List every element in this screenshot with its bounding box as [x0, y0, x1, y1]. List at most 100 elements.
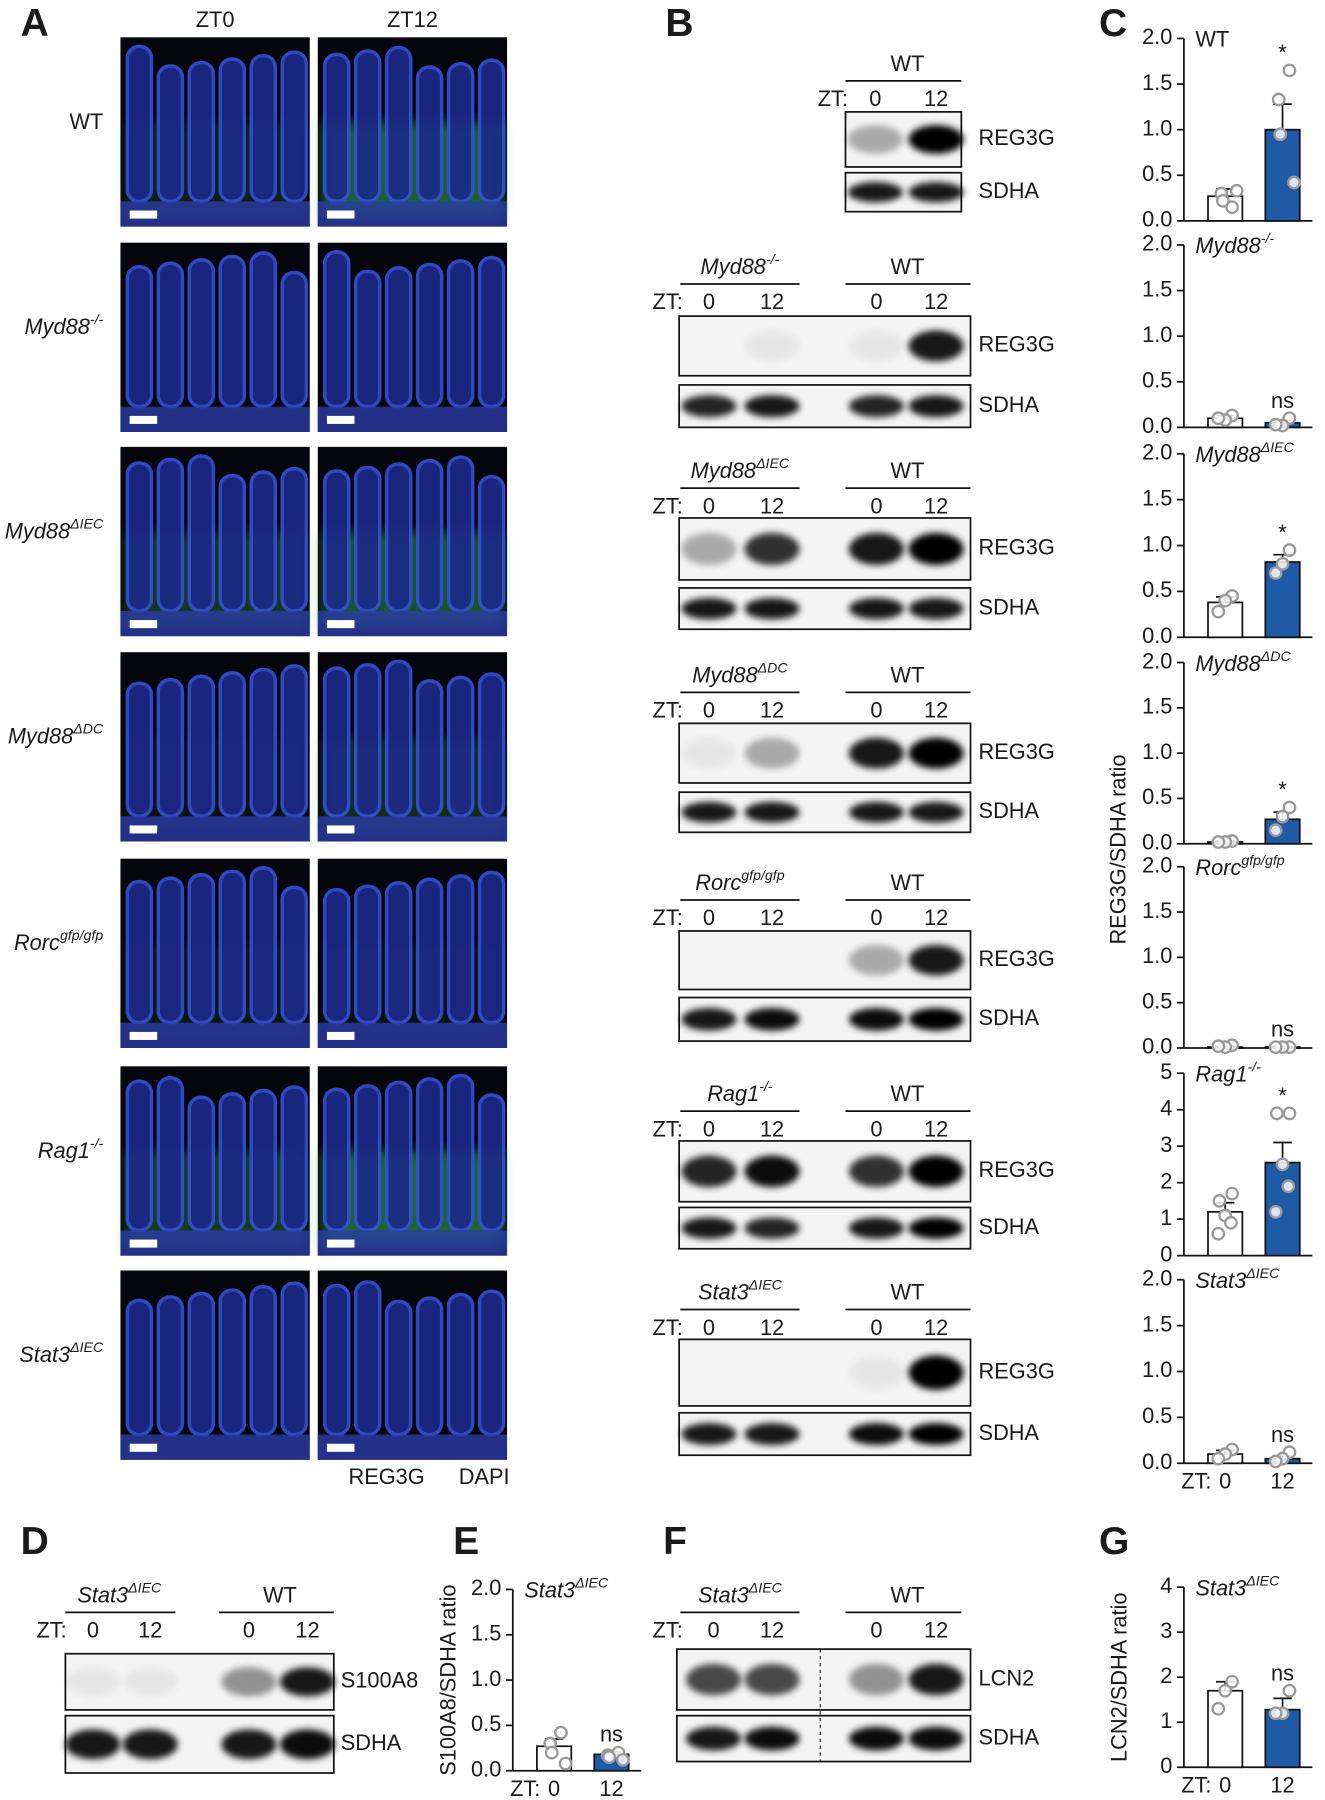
scale-bar: [326, 620, 355, 629]
data-point: [1211, 1039, 1226, 1054]
data-point: [1225, 1186, 1239, 1201]
y-tick-label: 3: [1160, 1618, 1172, 1643]
villus: [415, 1077, 444, 1233]
chart-title-base: Myd88: [1195, 442, 1260, 467]
band: [908, 1422, 964, 1446]
y-tick-label: 1.5: [1142, 70, 1172, 95]
y-tick-label: 0.0: [1142, 413, 1172, 438]
villus: [249, 251, 278, 409]
band-label: SDHA: [979, 1214, 1040, 1239]
villus: [280, 664, 309, 818]
panel-letter: C: [1099, 2, 1127, 45]
villus: [477, 255, 506, 409]
panel-letter: G: [1099, 1520, 1129, 1563]
data-point: [1268, 1454, 1283, 1469]
lane-label: 0: [869, 86, 881, 111]
x-tick-label: 0: [548, 1776, 560, 1800]
band: [908, 737, 964, 769]
band-label: SDHA: [979, 1005, 1040, 1030]
y-tick-label: 1.5: [1142, 1311, 1172, 1336]
band: [908, 1355, 964, 1390]
zt-label: ZT:: [818, 86, 848, 111]
band-label: REG3G: [979, 332, 1055, 357]
villus: [156, 1295, 185, 1437]
lane-label: 0: [870, 698, 882, 723]
band-label: SDHA: [341, 1730, 402, 1755]
data-point: [616, 1752, 630, 1767]
blot-group-label-base: WT: [890, 1582, 924, 1607]
villus: [280, 50, 309, 204]
row-label-sup: ΔIEC: [69, 516, 104, 532]
band: [848, 737, 904, 769]
villus: [353, 663, 382, 818]
zt-label: ZT:: [653, 698, 683, 723]
panel-letter: D: [21, 1520, 49, 1563]
lane-label: 12: [924, 1116, 948, 1141]
villus: [477, 1289, 506, 1437]
villus: [218, 869, 247, 1025]
data-point: [1268, 1040, 1283, 1054]
band: [122, 1729, 178, 1760]
error-bar: [1273, 103, 1292, 130]
villus: [384, 881, 413, 1025]
y-axis-title: S100A8/SDHA ratio: [435, 1584, 460, 1775]
band: [908, 532, 964, 566]
significance: *: [1278, 40, 1287, 65]
lane-label: 0: [703, 1116, 715, 1141]
band: [744, 395, 800, 418]
row-label-base: WT: [69, 109, 103, 134]
villus: [249, 470, 278, 613]
chart-title: Myd88ΔIEC: [1195, 440, 1294, 467]
band-label: SDHA: [979, 798, 1040, 823]
villus: [384, 45, 413, 204]
band-label: REG3G: [979, 535, 1055, 560]
data-point: [544, 1745, 559, 1760]
chart-title: WT: [1195, 27, 1229, 52]
villus: [353, 1084, 382, 1233]
lane-label: 12: [924, 698, 948, 723]
data-point: [1273, 127, 1288, 142]
band: [686, 1726, 742, 1751]
column-header: ZT0: [196, 7, 235, 32]
scale-bar: [326, 210, 355, 219]
data-point: [1211, 411, 1226, 426]
y-tick-label: 1.5: [1142, 694, 1172, 719]
villus: [446, 675, 475, 818]
villus: [218, 1288, 247, 1437]
blot-group-label: Stat3ΔIEC: [77, 1580, 162, 1607]
blot-group-label-base: Myd88: [691, 458, 756, 483]
band: [908, 1663, 964, 1696]
blot-group-label-base: WT: [890, 254, 924, 279]
data-point: [1212, 1194, 1227, 1208]
villus: [156, 261, 185, 409]
blot-group-label-base: Stat3: [698, 1279, 749, 1304]
villus: [249, 866, 278, 1025]
significance: *: [1278, 777, 1287, 802]
y-tick-label: 1: [1160, 1205, 1172, 1230]
data-point: [1218, 593, 1233, 608]
chart-title-base: Stat3: [524, 1578, 575, 1603]
villus: [187, 1291, 216, 1437]
lane-label: 0: [870, 493, 882, 518]
lane-label: 12: [760, 1618, 784, 1643]
lane-label: 12: [924, 289, 948, 314]
zt-label: ZT:: [36, 1618, 66, 1643]
chart-title-sup: ΔIEC: [1245, 1573, 1280, 1589]
blot-group-label-base: Myd88: [692, 662, 757, 687]
band-label: SDHA: [979, 594, 1040, 619]
villus: [477, 672, 506, 818]
y-tick-label: 4: [1160, 1573, 1172, 1598]
blot-group-label: WT: [890, 51, 924, 76]
blot-group-label: WT: [263, 1582, 297, 1607]
bar: [1207, 1689, 1244, 1769]
villus: [446, 259, 475, 409]
villus: [477, 870, 506, 1025]
y-tick-label: 5: [1160, 1059, 1172, 1084]
chart-title: Stat3ΔIEC: [524, 1575, 609, 1602]
y-tick-label: 0.0: [1142, 207, 1172, 232]
villus: [125, 461, 154, 613]
row-label: Stat3ΔIEC: [19, 1340, 104, 1367]
y-tick-label: 1.0: [1142, 115, 1172, 140]
chart-title-base: Myd88: [1195, 651, 1260, 676]
